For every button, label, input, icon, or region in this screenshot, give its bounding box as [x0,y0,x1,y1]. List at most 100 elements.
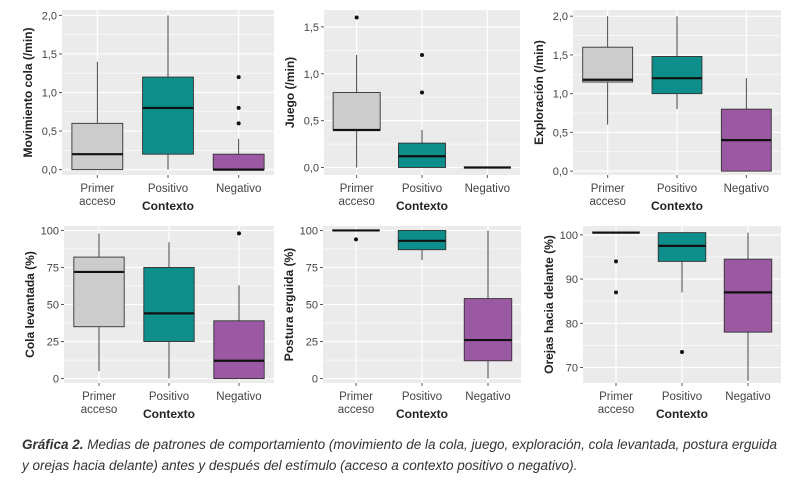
box-3 [212,75,265,171]
y-tick-label: 100 [560,230,578,242]
y-tick-label: 2,0 [42,10,57,22]
chart-panel-4: 0 25 50 75 100 Primer acceso Positivo Negativo Co… [23,225,274,421]
iqr-box [651,56,703,95]
y-axis-title: Juego (/min) [283,57,297,128]
chart-panel-5: 0 25 50 75 100 Primer acceso Positivo Negativo Co… [282,225,521,421]
y-tick-label: 0,0 [304,163,319,175]
iqr-box [73,256,125,328]
y-tick-label: 0 [53,374,59,386]
y-tick-label: 1,5 [42,49,57,61]
y-axis-title: Exploración (/min) [532,40,546,145]
y-tick-label: 1,5 [553,50,568,62]
iqr-box [71,122,124,171]
box-1 [71,61,124,171]
iqr-box [212,153,265,171]
caption-label: Gráfica 2. [22,437,84,452]
box-1 [582,16,634,125]
box-2 [143,242,195,379]
x-tick-label: Primer acceso [79,183,115,208]
y-tick-label: 0 [312,374,318,386]
box-3 [720,78,772,172]
box-2 [397,229,447,261]
y-tick-label: 75 [47,262,59,274]
x-tick-label: Positivo [402,183,442,195]
x-axis-title: Contexto [396,407,448,421]
caption-text: Medias de patrones de comportamiento (mo… [22,437,777,473]
iqr-box [723,258,773,333]
y-axis-title: Movimiento cola (/min) [21,27,35,157]
outlier-point [236,105,241,110]
x-tick-label: Positivo [657,183,697,195]
box-2 [398,53,446,168]
chart-panel-3: 0,0 0,5 1,0 1,5 2,0 Primer acceso Positivo Negat… [532,10,781,213]
box-3 [213,231,265,380]
x-tick-label: Primer acceso [589,183,625,208]
x-tick-label: Primer acceso [338,183,374,208]
iqr-box [657,232,707,262]
x-tick-label: Positivo [148,183,188,195]
y-tick-label: 0,0 [553,166,568,178]
y-tick-label: 50 [47,300,59,312]
x-axis-title: Contexto [143,407,195,421]
x-tick-label: Positivo [402,391,442,403]
y-tick-label: 0,5 [553,127,568,139]
y-tick-label: 50 [306,300,318,312]
box-3 [463,230,513,379]
x-tick-label: Negativo [725,391,770,403]
y-tick-label: 25 [47,337,59,349]
outlier-point [420,90,424,95]
x-tick-label: Primer acceso [598,391,634,416]
figure-caption: Gráfica 2. Medias de patrones de comport… [22,434,782,476]
outlier-point [614,290,618,295]
x-axis-title: Contexto [656,407,708,421]
x-tick-label: Negativo [724,183,769,195]
iqr-box [332,92,381,131]
outlier-point [237,231,241,236]
chart-panel-6: 70 80 90 100 Primer acceso Positivo Negativo Con… [542,226,781,421]
y-tick-label: 0,5 [42,126,57,138]
y-tick-label: 1,0 [304,69,319,81]
x-axis-title: Contexto [142,199,194,213]
x-tick-label: Negativo [465,391,510,403]
x-tick-label: Negativo [216,183,261,195]
x-tick-label: Primer acceso [338,391,374,416]
y-tick-label: 100 [300,225,318,237]
outlier-point [614,259,618,264]
box-1 [592,231,640,295]
outlier-point [354,15,359,20]
box-1 [332,15,381,168]
box-3 [723,232,773,381]
y-tick-label: 1,0 [553,89,568,101]
x-tick-label: Positivo [662,391,702,403]
iqr-box [213,320,265,380]
y-tick-label: 1,5 [304,22,319,34]
box-2 [657,232,707,355]
y-tick-label: 75 [306,262,318,274]
y-tick-label: 100 [41,225,59,237]
iqr-box [463,298,513,362]
outlier-point [354,237,358,242]
y-tick-label: 80 [566,318,578,330]
y-tick-label: 1,0 [42,88,57,100]
iqr-box [143,267,195,342]
y-tick-label: 90 [566,274,578,286]
box-2 [651,16,703,110]
chart-panel-2: 0,0 0,5 1,0 1,5 Primer acceso Positivo Negativo… [283,10,520,213]
x-tick-label: Primer acceso [81,391,117,416]
y-tick-label: 0,0 [42,165,57,177]
x-axis-title: Contexto [396,199,448,213]
box-2 [142,15,194,170]
x-tick-label: Negativo [216,391,261,403]
y-tick-label: 0,5 [304,116,319,128]
outlier-point [236,121,241,126]
outlier-point [680,350,684,355]
box-1 [332,229,380,242]
box-1 [73,233,125,372]
outlier-point [236,75,241,80]
y-axis-title: Cola levantada (%) [23,251,37,358]
y-tick-label: 25 [306,337,318,349]
y-tick-label: 70 [566,363,578,375]
y-tick-label: 2,0 [553,11,568,23]
y-axis-title: Orejas hacia delante (%) [542,235,556,374]
